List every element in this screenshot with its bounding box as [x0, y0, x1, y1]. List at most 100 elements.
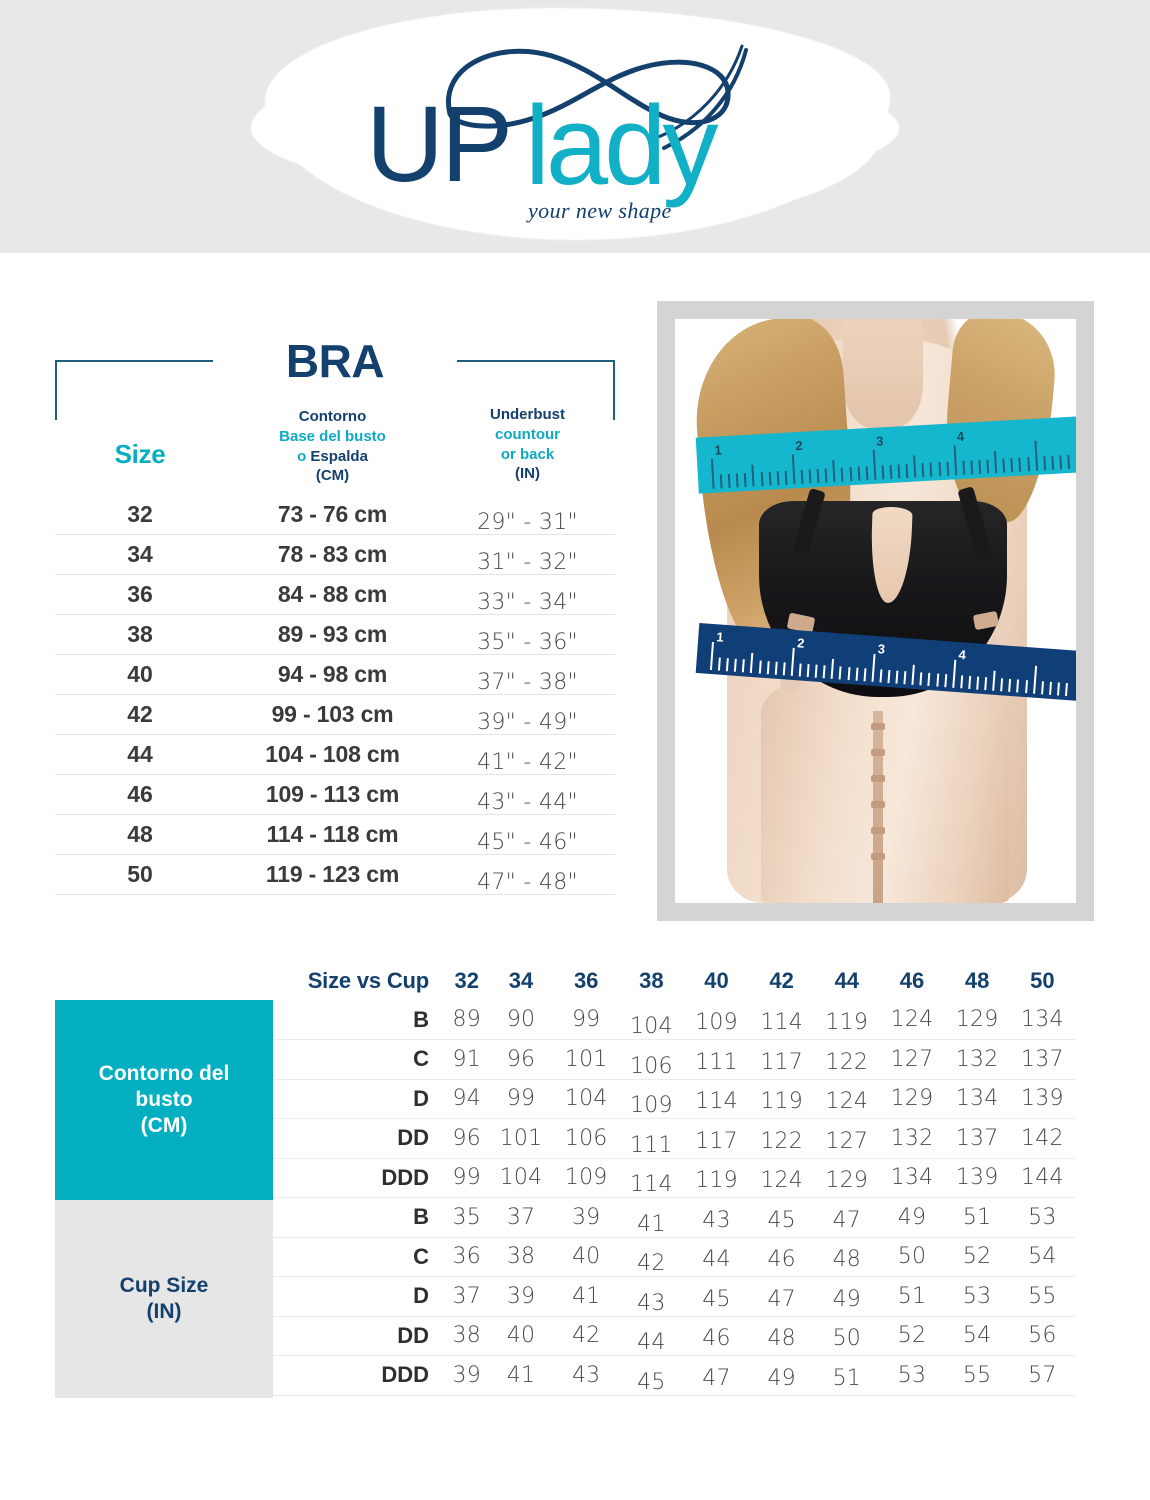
cup-measurement-cell: 44 [637, 1330, 666, 1356]
tape-tick [879, 669, 883, 683]
tape-number: 2 [794, 437, 803, 454]
cup-measurement-cell: 104 [630, 1014, 673, 1039]
cup-measurement-cell: 55 [962, 1362, 992, 1388]
cup-measurement-cell: 46 [767, 1247, 796, 1273]
cup-measurement-cell: 139 [955, 1165, 999, 1191]
cup-row-label: D [413, 1085, 429, 1111]
bra-cell-in: 31" - 32" [477, 550, 578, 575]
photo-hook [871, 723, 885, 730]
cup-measurement-cell: 45 [767, 1207, 796, 1233]
bra-header-size-label: Size [114, 439, 166, 470]
cup-measurement-cell: 55 [1028, 1283, 1057, 1309]
cup-measurement-cell: 127 [825, 1128, 869, 1154]
tape-tick [887, 669, 891, 684]
tape-tick [709, 641, 714, 671]
cup-measurement-cell: 134 [1021, 1007, 1064, 1032]
bra-cell-size: 40 [127, 661, 153, 687]
cup-table-row: DD 38 40 42 44 46 48 50 52 54 56 [273, 1316, 1075, 1356]
tape-tick [943, 674, 947, 688]
cup-measurement-cell: 99 [506, 1086, 536, 1112]
bra-header-cm: Contorno Base del busto o Espalda (CM) [225, 407, 440, 486]
tape-tick [1043, 456, 1046, 471]
tape-tick [1008, 678, 1012, 692]
cup-table-size-header: 48 [964, 968, 990, 993]
cup-measurement-cell: 47 [832, 1207, 862, 1233]
cup-measurement-cell: 54 [1028, 1244, 1057, 1270]
tape-tick [938, 462, 941, 477]
cup-measurement-cell: 96 [506, 1046, 536, 1072]
tape-tick [929, 462, 933, 477]
bra-cell-in: 37" - 38" [477, 670, 578, 695]
bra-cell-cm: 109 - 113 cm [265, 781, 400, 807]
tape-number: 1 [714, 442, 723, 458]
cup-measurement-cell: 119 [760, 1089, 803, 1115]
cup-measurement-cell: 109 [630, 1093, 673, 1119]
tape-tick [782, 662, 786, 676]
cup-measurement-cell: 51 [832, 1365, 862, 1391]
tape-tick [808, 469, 812, 484]
cup-measurement-cell: 40 [571, 1244, 601, 1270]
tape-tick [953, 445, 957, 476]
tape-tick [790, 647, 795, 676]
logo-svg: UP lady your new shape [366, 44, 748, 223]
tape-tick [798, 663, 802, 677]
tape-tick [903, 671, 907, 685]
cup-measurement-cell: 132 [890, 1125, 934, 1151]
cup-measurement-cell: 106 [630, 1053, 673, 1079]
cup-measurement-cell: 43 [571, 1362, 601, 1388]
bra-cell-cm: 104 - 108 cm [265, 741, 400, 767]
tape-tick [1067, 454, 1071, 470]
bra-header-cm-line1: Contorno [298, 408, 367, 425]
cup-measurement-cell: 42 [637, 1251, 666, 1277]
bra-table-row: 46 109 - 113 cm 43" - 44" [55, 775, 615, 815]
tape-tick [776, 471, 780, 486]
tape-tick [1032, 665, 1037, 694]
cup-measurement-cell: 132 [955, 1046, 999, 1072]
tape-tick [774, 661, 778, 675]
tape-tick [962, 460, 966, 475]
cup-measurement-cell: 96 [452, 1125, 481, 1151]
bra-cell-in: 43" - 44" [477, 790, 578, 815]
bra-header-cm-line3-espalda: Espalda [310, 447, 368, 465]
cup-measurement-cell: 99 [452, 1165, 481, 1191]
tape-tick [734, 658, 738, 672]
bra-cell-cm: 99 - 103 cm [271, 701, 394, 727]
cup-measurement-cell: 41 [506, 1362, 536, 1388]
bra-header-cm-unit: (CM) [315, 467, 350, 485]
cup-measurement-cell: 39 [571, 1204, 601, 1230]
photo-hook [871, 749, 885, 756]
cup-measurement-cell: 48 [767, 1326, 796, 1352]
bra-cell-size: 34 [127, 541, 153, 567]
tape-tick [1064, 683, 1068, 697]
cup-measurement-cell: 53 [897, 1362, 927, 1388]
cup-measurement-cell: 104 [564, 1086, 608, 1112]
bra-table-row: 50 119 - 123 cm 47" - 48" [55, 855, 615, 895]
tape-tick [806, 664, 810, 678]
bra-header-in-unit: (IN) [515, 465, 540, 483]
side-label-in-line2: (IN) [146, 1300, 182, 1323]
tape-tick [946, 461, 949, 476]
cup-row-label: D [413, 1283, 429, 1309]
cup-measurement-cell: 46 [702, 1326, 731, 1352]
tape-tick [830, 658, 835, 679]
bra-table-title: BRA [285, 335, 385, 387]
cup-measurement-cell: 52 [897, 1323, 927, 1349]
tape-tick [1010, 458, 1014, 473]
tape-tick [968, 675, 972, 690]
cup-table-size-header: 50 [1030, 968, 1055, 993]
tape-tick [978, 459, 982, 474]
tape-tick [881, 465, 885, 480]
bra-cell-size: 50 [127, 861, 153, 887]
tape-number: 3 [875, 433, 884, 449]
cup-measurement-cell: 142 [1021, 1125, 1064, 1151]
tape-tick [1034, 440, 1038, 471]
tape-tick [849, 467, 852, 482]
photo-hook [871, 801, 885, 808]
bra-header-cm-line2: Base del busto [279, 427, 386, 445]
cup-measurement-cell: 137 [1021, 1046, 1064, 1072]
bra-cell-cm: 89 - 93 cm [277, 621, 388, 647]
cup-measurement-cell: 101 [499, 1125, 543, 1151]
cup-row-label: DD [397, 1125, 429, 1151]
cup-measurement-cell: 37 [506, 1204, 536, 1230]
tape-tick [970, 460, 974, 475]
